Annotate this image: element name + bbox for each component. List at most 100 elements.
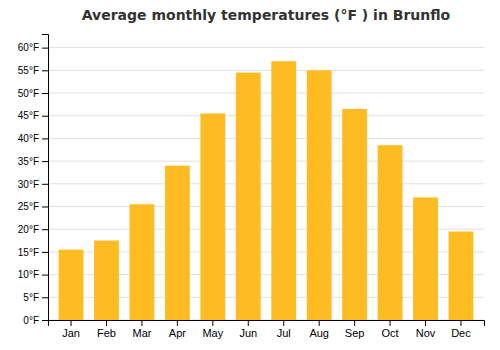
grid-line: [48, 47, 484, 48]
tick-label: 15°F: [18, 247, 39, 258]
tick: Oct: [382, 320, 399, 339]
tick: 0°F: [23, 315, 48, 326]
tick: 25°F: [18, 201, 48, 212]
tick: 55°F: [18, 65, 48, 76]
tick-mark: [42, 207, 48, 208]
tick-label: 25°F: [18, 201, 39, 212]
title: Average monthly temperatures (°F ) in Br…: [82, 7, 451, 23]
grid-line: [48, 70, 484, 71]
tick-mark: [42, 297, 48, 298]
tick-label: Oct: [382, 327, 399, 339]
tick-mark: [42, 184, 48, 185]
grid-line: [48, 93, 484, 94]
tick-label: Dec: [451, 327, 471, 339]
tick-mark: [390, 320, 391, 326]
tick-mark: [42, 320, 48, 321]
tick-label: Sep: [345, 327, 365, 339]
tick: Nov: [416, 320, 436, 339]
tick: Apr: [169, 320, 186, 339]
tick-mark: [212, 320, 213, 326]
tick-mark: [177, 320, 178, 326]
tick-label: Aug: [309, 327, 329, 339]
tick: Mar: [132, 320, 151, 339]
tick-label: 5°F: [23, 292, 39, 303]
tick: 20°F: [18, 224, 48, 235]
tick-mark: [42, 70, 48, 71]
tick: Feb: [97, 320, 116, 339]
bar: [165, 166, 190, 320]
tick: Jun: [239, 320, 257, 339]
tick-label: 40°F: [18, 133, 39, 144]
tick-mark: [106, 320, 107, 326]
bar: [307, 70, 332, 320]
tick-label: Jul: [277, 327, 291, 339]
tick-mark: [354, 320, 355, 326]
tick-label: 60°F: [18, 42, 39, 53]
tick-label: 45°F: [18, 110, 39, 121]
bar: [94, 241, 119, 320]
bar: [200, 113, 225, 320]
tick-mark: [71, 320, 72, 326]
tick-mark: [42, 93, 48, 94]
tick-label: Apr: [169, 327, 186, 339]
tick-mark: [283, 320, 284, 326]
bar: [271, 61, 296, 320]
tick-label: 35°F: [18, 156, 39, 167]
x-axis: Jan Feb Mar Apr May Jun Jul Aug Sep Oct Nov Dec: [49, 320, 485, 339]
tick-mark: [141, 320, 142, 326]
tick: 50°F: [18, 88, 48, 99]
bar: [378, 145, 403, 320]
tick-label: May: [202, 327, 223, 339]
tick-mark: [42, 229, 48, 230]
tick-mark: [42, 48, 48, 49]
tick-mark: [42, 275, 48, 276]
tick: 15°F: [18, 247, 48, 258]
axis-line: [49, 321, 485, 327]
tick: Aug: [309, 320, 329, 339]
y-axis: 0°F 5°F 10°F 15°F 20°F 25°F 30°F 35°F 40°F 45°F 50…: [18, 35, 49, 326]
grid-line: [48, 183, 484, 184]
tick: 45°F: [18, 110, 48, 121]
tick: 5°F: [23, 292, 48, 303]
tick: Sep: [345, 320, 365, 339]
tick-label: Jan: [62, 327, 80, 339]
tick: 40°F: [18, 133, 48, 144]
plot: Jan Feb Mar Apr May Jun Jul Aug Sep Oct Nov Dec 0°F 5…: [18, 35, 485, 339]
bar: [236, 73, 261, 320]
tick-mark: [319, 320, 320, 326]
bar: [342, 109, 367, 320]
tick-label: Mar: [132, 327, 151, 339]
tick-label: 50°F: [18, 88, 39, 99]
tick-label: 0°F: [23, 315, 39, 326]
grid-line: [48, 161, 484, 162]
tick: 60°F: [18, 42, 48, 53]
bar: [449, 231, 474, 320]
tick-label: Jun: [239, 327, 257, 339]
tick-mark: [42, 252, 48, 253]
tick: 35°F: [18, 156, 48, 167]
grid: [48, 48, 484, 320]
tick-label: Nov: [416, 327, 436, 339]
tick-mark: [460, 320, 461, 326]
tick-mark: [248, 320, 249, 326]
tick: May: [202, 320, 223, 339]
tick: Jul: [277, 320, 291, 339]
tick-label: 55°F: [18, 65, 39, 76]
tick-mark: [42, 116, 48, 117]
bar: [130, 204, 155, 320]
bar: [413, 197, 438, 320]
bar: [59, 250, 84, 320]
tick: Dec: [451, 320, 471, 339]
tick-mark: [425, 320, 426, 326]
tick: 10°F: [18, 269, 48, 280]
bars: [59, 61, 474, 320]
tick-label: 20°F: [18, 224, 39, 235]
axis-line: [42, 35, 49, 321]
tick: 30°F: [18, 179, 48, 190]
chart: Jan Feb Mar Apr May Jun Jul Aug Sep Oct Nov Dec 0°F 5…: [0, 0, 500, 350]
tick-label: 10°F: [18, 269, 39, 280]
grid-line: [48, 115, 484, 116]
tick-label: Feb: [97, 327, 116, 339]
tick-mark: [42, 138, 48, 139]
tick-mark: [42, 161, 48, 162]
